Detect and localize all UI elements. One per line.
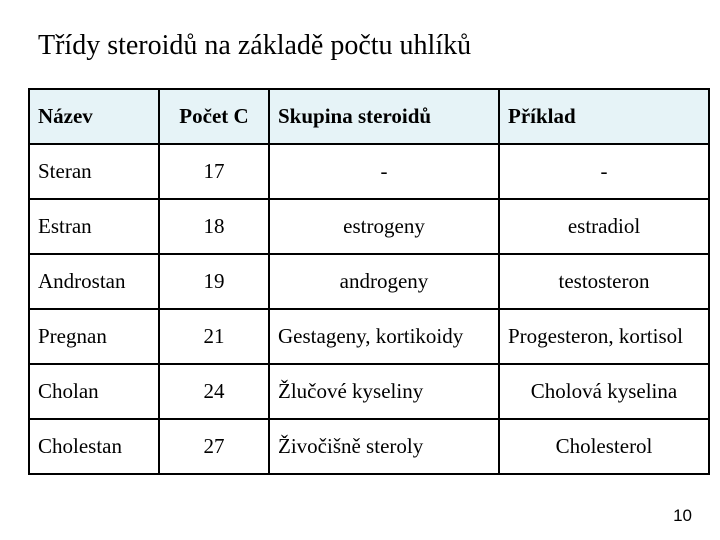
cell-name: Cholan xyxy=(29,364,159,419)
table-header-row: Název Počet C Skupina steroidů Příklad xyxy=(29,89,709,144)
cell-count: 19 xyxy=(159,254,269,309)
cell-example: testosteron xyxy=(499,254,709,309)
table-row: Pregnan 21 Gestageny, kortikoidy Progest… xyxy=(29,309,709,364)
table-body: Steran 17 - - Estran 18 estrogeny estrad… xyxy=(29,144,709,474)
cell-example: - xyxy=(499,144,709,199)
cell-name: Cholestan xyxy=(29,419,159,474)
cell-count: 17 xyxy=(159,144,269,199)
table-row: Cholestan 27 Živočišně steroly Cholester… xyxy=(29,419,709,474)
table-row: Steran 17 - - xyxy=(29,144,709,199)
cell-count: 21 xyxy=(159,309,269,364)
cell-name: Estran xyxy=(29,199,159,254)
cell-example: Progesteron, kortisol xyxy=(499,309,709,364)
cell-count: 24 xyxy=(159,364,269,419)
cell-group: Gestageny, kortikoidy xyxy=(269,309,499,364)
table-row: Estran 18 estrogeny estradiol xyxy=(29,199,709,254)
col-header-example: Příklad xyxy=(499,89,709,144)
col-header-count: Počet C xyxy=(159,89,269,144)
cell-name: Steran xyxy=(29,144,159,199)
col-header-group: Skupina steroidů xyxy=(269,89,499,144)
cell-count: 27 xyxy=(159,419,269,474)
page-title: Třídy steroidů na základě počtu uhlíků xyxy=(38,30,692,62)
cell-name: Androstan xyxy=(29,254,159,309)
cell-group: androgeny xyxy=(269,254,499,309)
steroid-table: Název Počet C Skupina steroidů Příklad S… xyxy=(28,88,710,475)
cell-name: Pregnan xyxy=(29,309,159,364)
cell-group: estrogeny xyxy=(269,199,499,254)
page-number: 10 xyxy=(673,506,692,526)
table-row: Androstan 19 androgeny testosteron xyxy=(29,254,709,309)
cell-example: Cholesterol xyxy=(499,419,709,474)
cell-count: 18 xyxy=(159,199,269,254)
cell-group: Žlučové kyseliny xyxy=(269,364,499,419)
table-row: Cholan 24 Žlučové kyseliny Cholová kysel… xyxy=(29,364,709,419)
cell-group: - xyxy=(269,144,499,199)
cell-group: Živočišně steroly xyxy=(269,419,499,474)
cell-example: estradiol xyxy=(499,199,709,254)
cell-example: Cholová kyselina xyxy=(499,364,709,419)
col-header-name: Název xyxy=(29,89,159,144)
